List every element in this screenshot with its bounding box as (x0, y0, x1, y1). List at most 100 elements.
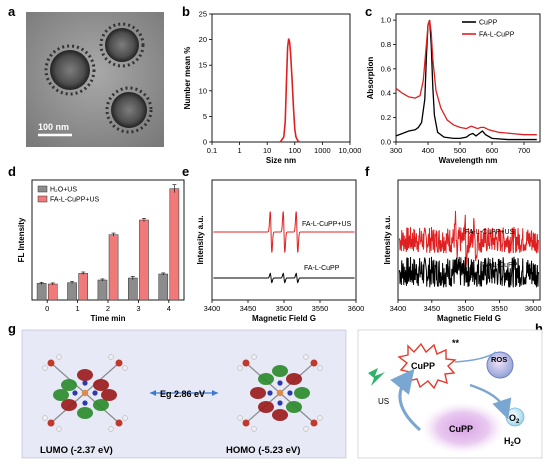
lumo-label: LUMO (-2.37 eV) (40, 445, 113, 456)
panel-f-esr: 3400 3450 3500 3550 3600 Magnetic Field G Inte… (383, 179, 542, 323)
orbital-lobe (258, 373, 274, 385)
oxygen-atom (115, 419, 123, 427)
x-tick-label: 3450 (240, 304, 257, 313)
x-tick-label: 3600 (525, 304, 542, 313)
orbital-lobe (77, 369, 93, 381)
hydrogen-atom (317, 365, 323, 371)
bar-fa-l-cupp-us (169, 188, 180, 301)
x-tick-label: 3550 (491, 304, 508, 313)
scheme-h2o: H2O (504, 436, 521, 448)
panel-b-size-distribution: 0.1 1 10 100 1000 10,000 0 5 10 15 20 25 Size nm Numb… (183, 10, 361, 166)
hydrogen-atom (303, 426, 309, 432)
oxygen-atom (310, 419, 318, 427)
scheme-excited-mark: ** (452, 338, 460, 348)
hydrogen-atom (237, 415, 243, 421)
nitrogen-atom (277, 400, 283, 406)
bar-fa-l-cupp-us (47, 283, 58, 301)
legend-label: FA-L-CuPP (479, 32, 515, 39)
x-tick-label: 1000 (314, 146, 331, 155)
y-tick-label: 25 (199, 10, 207, 19)
copper-atom (81, 389, 89, 397)
bar-fa-l-cupp-us (139, 219, 149, 301)
x-axis-label: Time min (91, 314, 126, 323)
size-distribution-line (279, 38, 301, 143)
scheme-cupp-excited: CuPP (411, 361, 435, 371)
x-tick-label: 3550 (312, 304, 329, 313)
hydrogen-atom (251, 426, 257, 432)
gap-label: Eg 2.86 eV (160, 389, 205, 399)
esr-control-line (213, 272, 355, 284)
series-label: FA-L-CuPP (304, 265, 340, 272)
homo-molecule (237, 354, 323, 432)
x-tick-label: 0.1 (207, 146, 217, 155)
orbital-lobe (250, 387, 266, 399)
y-tick-label: 0.0 (381, 138, 391, 147)
series-label: FA-L-CuPP (482, 262, 518, 269)
arrow-right (454, 351, 497, 363)
fa-l-cupp-line (395, 19, 537, 136)
bar-fa-l-cupp-us (78, 273, 88, 301)
x-tick-label: 500 (454, 146, 467, 155)
x-axis-label: Size nm (266, 156, 296, 165)
y-tick-label: 0.4 (381, 89, 391, 98)
x-tick-label: 3600 (348, 304, 365, 313)
x-axis-label: Magnetic Field G (252, 314, 316, 323)
x-tick-label: 2 (106, 304, 110, 313)
y-tick-label: 0 (203, 138, 207, 147)
oxygen-atom (242, 359, 250, 367)
plot-frame (211, 13, 351, 143)
x-tick-label: 100 (289, 146, 302, 155)
tem-particle (99, 22, 145, 68)
x-axis-label: Magnetic Field G (437, 314, 501, 323)
orbital-lobe (93, 379, 109, 391)
panel-e-esr: 3400 3450 3500 3550 3600 Magnetic Field G Inte… (196, 179, 365, 323)
plot-frame (395, 13, 541, 143)
bond (84, 362, 120, 394)
x-tick-label: 3 (136, 304, 140, 313)
panel-label-f: f (365, 164, 370, 179)
hydrogen-atom (108, 426, 114, 432)
bar-h2o-us (97, 279, 108, 301)
bar-fa-l-cupp-us (108, 234, 119, 301)
hydrogen-atom (122, 365, 128, 371)
orbital-lobe (286, 401, 302, 413)
esr-us-line (213, 211, 355, 253)
y-tick-label: 1.0 (381, 16, 391, 25)
hydrogen-atom (317, 415, 323, 421)
panel-c-absorption: 300 400 500 600 700 0.0 0.2 0.4 0.6 0.8 1.0 Wavelen… (366, 13, 541, 165)
tem-scale-label: 100 nm (38, 122, 69, 132)
x-tick-label: 300 (390, 146, 403, 155)
lightning-icon (368, 368, 385, 386)
orbital-lobe (61, 399, 77, 411)
x-tick-label: 3400 (204, 304, 221, 313)
lumo-molecule (42, 354, 128, 432)
panel-g-orbitals: Eg 2.86 eV LUMO (-2.37 eV) HOMO (-5.23 e… (21, 329, 347, 459)
bar-h2o-us (67, 282, 77, 301)
hydrogen-atom (42, 415, 48, 421)
x-axis-label: Wavelength nm (439, 156, 498, 165)
x-tick-label: 4 (167, 304, 171, 313)
nitrogen-atom (277, 380, 283, 386)
legend-swatch (37, 185, 48, 193)
y-axis-label: Absorption (366, 57, 375, 100)
orbital-lobe (61, 379, 77, 391)
orbital-lobe (272, 365, 288, 377)
bar-h2o-us (36, 283, 47, 301)
x-tick-label: 1 (238, 146, 242, 155)
nitrogen-atom (267, 390, 273, 396)
hydrogen-atom (56, 354, 62, 360)
x-tick-label: 10,000 (339, 146, 362, 155)
nitrogen-atom (72, 390, 78, 396)
cupp-line (395, 19, 537, 141)
legend-label: H₂O+US (50, 187, 77, 194)
y-axis-label: Intensity a.u. (196, 216, 205, 265)
nitrogen-atom (82, 380, 88, 386)
orbital-lobe (93, 399, 109, 411)
x-tick-label: 0 (45, 304, 49, 313)
nitrogen-atom (287, 390, 293, 396)
x-tick-label: 3500 (457, 304, 474, 313)
x-tick-label: 400 (422, 146, 435, 155)
orbital-lobe (272, 409, 288, 421)
oxygen-atom (115, 359, 123, 367)
